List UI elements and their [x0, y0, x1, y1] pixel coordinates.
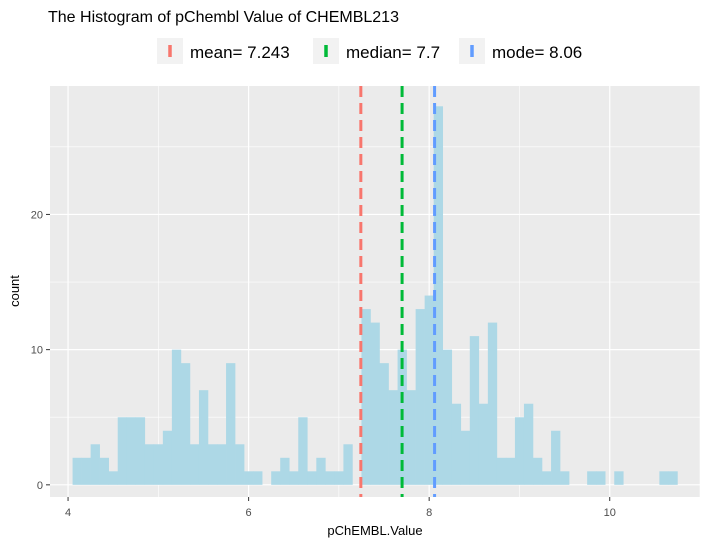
histogram-bar [668, 471, 678, 485]
histogram-bar [614, 471, 624, 485]
histogram-bar [551, 430, 561, 485]
histogram-bar [325, 471, 335, 485]
histogram-bar [532, 457, 543, 485]
histogram-bars [72, 106, 678, 485]
histogram-bar [244, 471, 254, 485]
histogram-bar [271, 471, 281, 485]
histogram-bar [560, 471, 570, 485]
y-axis-title: count [7, 275, 22, 307]
y-tick-label: 10 [31, 345, 43, 357]
chart-title: The Histogram of pChembl Value of CHEMBL… [48, 9, 399, 26]
histogram-bar [334, 471, 344, 485]
x-axis: 4 6 8 10 [65, 497, 616, 519]
histogram-bar [361, 309, 371, 485]
histogram-bar [388, 390, 398, 485]
histogram-bar [659, 471, 669, 485]
histogram-bar [162, 430, 173, 485]
histogram-bar [379, 363, 389, 485]
histogram-bar [153, 444, 164, 485]
histogram-bar [90, 444, 100, 485]
histogram-bar [542, 471, 552, 485]
histogram-bar [451, 403, 462, 485]
histogram-bar [469, 336, 480, 485]
histogram-bar [406, 390, 416, 485]
histogram-bar [433, 106, 444, 485]
histogram-bar [505, 457, 516, 485]
x-tick-label: 10 [604, 507, 616, 519]
histogram-bar [298, 417, 308, 485]
histogram-bar [99, 457, 109, 485]
histogram-bar [424, 295, 434, 485]
histogram-bar [442, 349, 453, 485]
histogram-bar [144, 444, 155, 485]
histogram-bar [307, 471, 317, 485]
histogram-bar [180, 363, 191, 485]
histogram-bar [171, 349, 182, 485]
histogram-bar [514, 417, 525, 485]
x-tick-label: 6 [246, 507, 252, 519]
reference-lines [359, 86, 437, 497]
histogram-bar [217, 444, 227, 485]
grid-minor [50, 86, 701, 497]
y-tick-label: 20 [31, 209, 43, 221]
histogram-bar [126, 417, 137, 485]
histogram-bar [496, 457, 507, 485]
histogram-bar [460, 430, 471, 485]
histogram-bar [316, 457, 326, 485]
histogram-bar [253, 471, 263, 485]
histogram-bar [81, 457, 91, 485]
histogram-bar [108, 471, 119, 485]
histogram-bar [596, 471, 606, 485]
histogram-bar [117, 417, 128, 485]
legend-label: mean= 7.243 [190, 43, 290, 62]
histogram-bar [235, 444, 245, 485]
x-axis-title: pChEMBL.Value [327, 523, 422, 538]
histogram-bar [587, 471, 597, 485]
histogram-bar [415, 309, 425, 485]
legend: mean= 7.243 median= 7.7 mode= 8.06 [157, 38, 582, 64]
x-tick-label: 8 [426, 507, 432, 519]
y-tick-label: 0 [37, 480, 43, 492]
histogram-bar [370, 322, 380, 485]
legend-label: mode= 8.06 [492, 43, 582, 62]
histogram-bar [487, 322, 498, 485]
histogram-bar [189, 444, 200, 485]
histogram-bar [207, 444, 218, 485]
histogram-bar [226, 363, 236, 485]
histogram-bar [198, 390, 209, 485]
histogram-bar [343, 444, 353, 485]
histogram-bar [72, 457, 82, 485]
histogram-bar [523, 403, 534, 485]
histogram-bar [289, 471, 299, 485]
histogram-bar [280, 457, 290, 485]
y-axis: 0 10 20 [31, 209, 50, 492]
histogram-bar [478, 403, 489, 485]
legend-label: median= 7.7 [346, 43, 440, 62]
x-tick-label: 4 [65, 507, 71, 519]
histogram-bar [135, 417, 146, 485]
